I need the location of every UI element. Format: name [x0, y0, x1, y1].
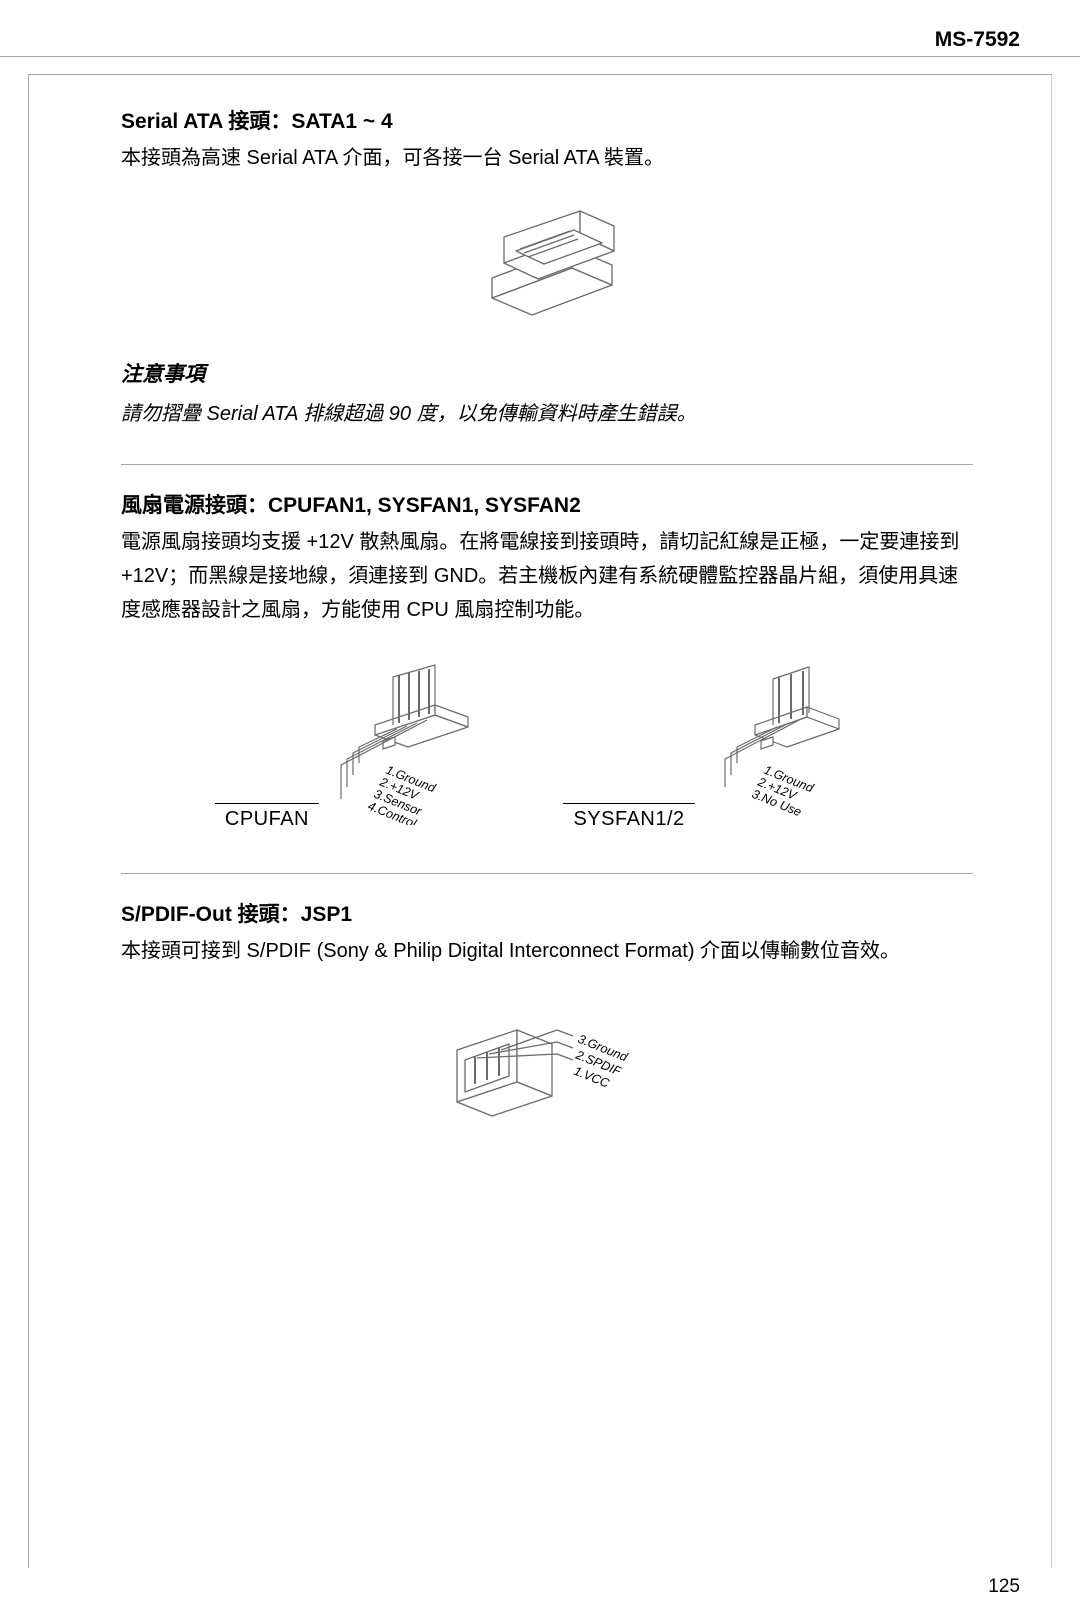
notice-title: 注意事項 [121, 358, 973, 388]
fan-title: 風扇電源接頭：CPUFAN1, SYSFAN1, SYSFAN2 [121, 489, 973, 519]
sata-body: 本接頭為高速 Serial ATA 介面，可各接一台 Serial ATA 裝置… [121, 141, 973, 175]
sata-title: Serial ATA 接頭：SATA1 ~ 4 [121, 105, 973, 135]
sysfan-block: SYSFAN1/2 [563, 655, 879, 839]
fan-body: 電源風扇接頭均支援 +12V 散熱風扇。在將電線接到接頭時，請切記紅線是正極，一… [121, 525, 973, 627]
header-rule [0, 56, 1080, 57]
fan-diagrams: CPUFAN [121, 655, 973, 839]
spdif-diagram: 3.Ground 2.SPDIF 1.VCC [121, 1002, 973, 1157]
cpufan-label: CPUFAN [215, 803, 319, 831]
spdif-body: 本接頭可接到 S/PDIF (Sony & Philip Digital Int… [121, 934, 973, 968]
spdif-title: S/PDIF-Out 接頭：JSP1 [121, 898, 973, 928]
sata-diagram [121, 203, 973, 328]
header-model: MS-7592 [935, 28, 1020, 52]
notice-body: 請勿摺疊 Serial ATA 排線超過 90 度，以免傳輸資料時產生錯誤。 [121, 398, 973, 430]
page-number: 125 [988, 1576, 1020, 1598]
divider-2 [121, 873, 973, 874]
divider-1 [121, 464, 973, 465]
cpufan-block: CPUFAN [215, 655, 504, 839]
content-frame: Serial ATA 接頭：SATA1 ~ 4 本接頭為高速 Serial AT… [28, 74, 1052, 1568]
sysfan-label: SYSFAN1/2 [563, 803, 694, 831]
